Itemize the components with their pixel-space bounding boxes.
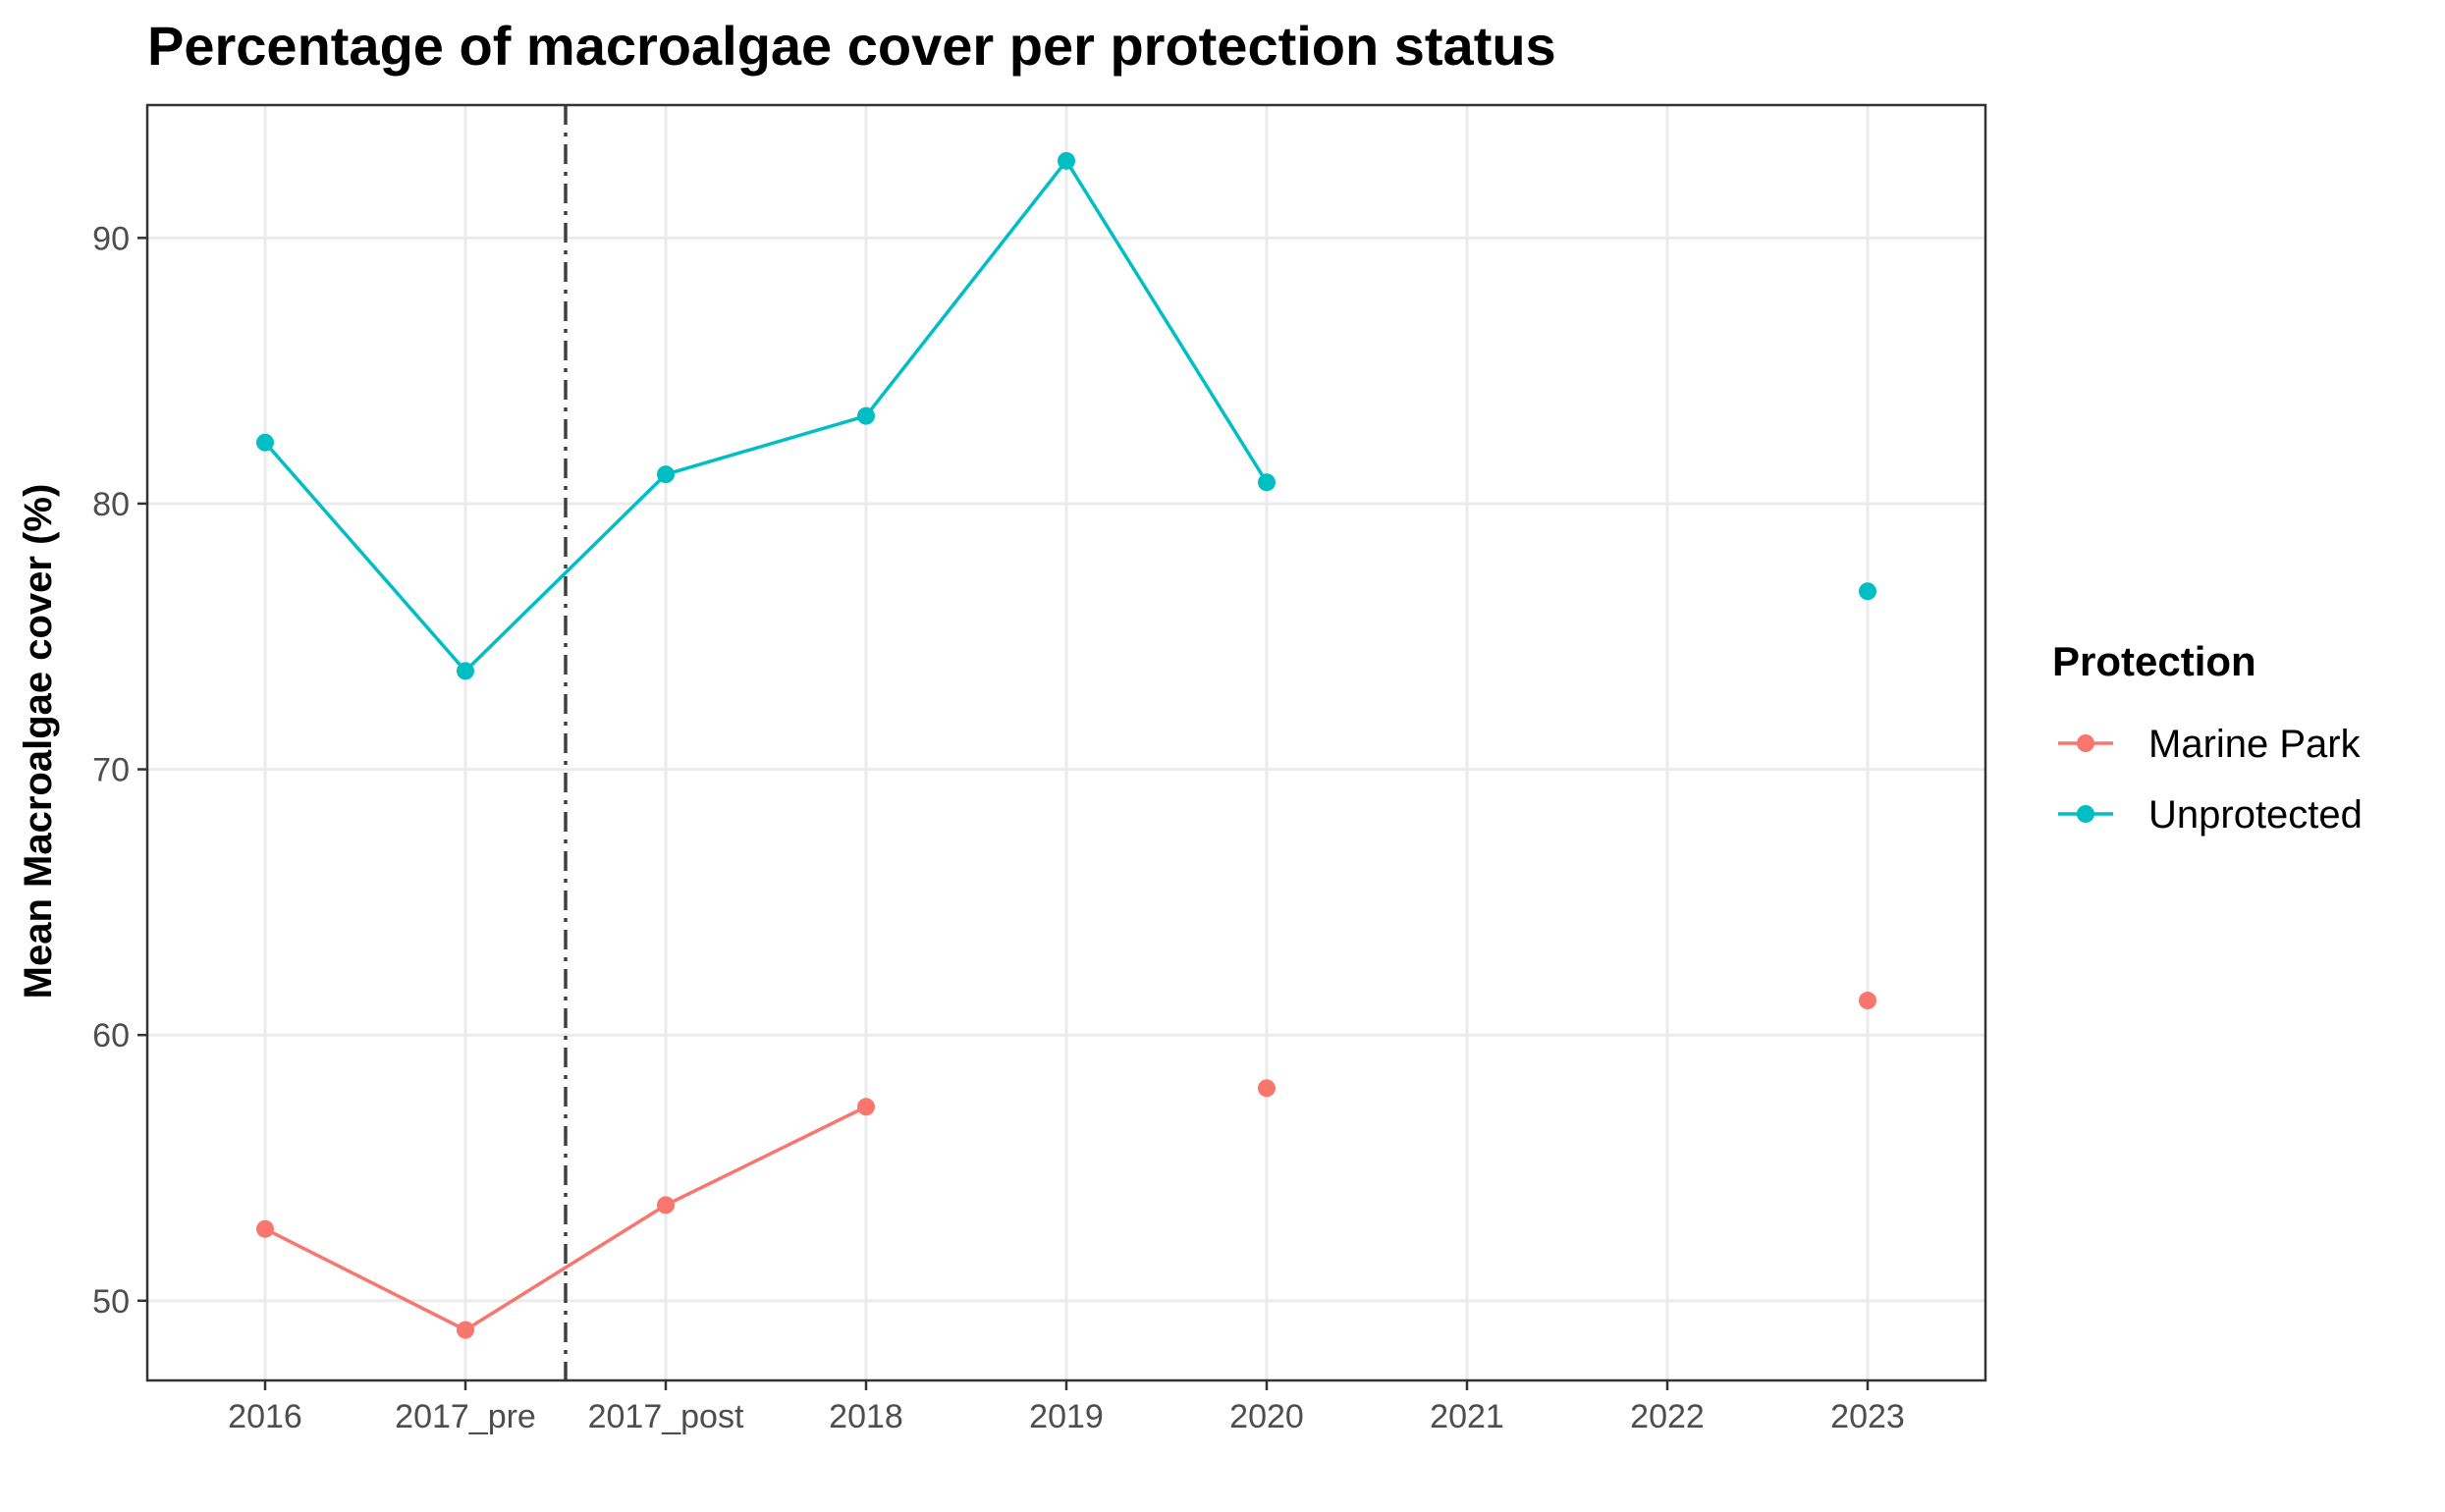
y-tick-label: 80	[92, 486, 130, 523]
x-tick-label: 2023	[1830, 1398, 1905, 1435]
data-point	[1258, 473, 1276, 492]
x-tick-label: 2020	[1229, 1398, 1304, 1435]
x-tick-label: 2019	[1029, 1398, 1104, 1435]
y-axis-label: Mean Macroalgae cover (%)	[17, 484, 60, 999]
y-tick-label: 60	[92, 1017, 130, 1054]
y-tick-label: 90	[92, 220, 130, 257]
legend: Protection Marine Park Unprotected	[2052, 638, 2363, 837]
legend-key-point	[2077, 805, 2094, 823]
data-point	[457, 662, 474, 680]
legend-key-point	[2077, 734, 2094, 752]
legend-label: Marine Park	[2148, 723, 2362, 766]
data-point	[1058, 151, 1075, 170]
series-line	[263, 157, 1269, 674]
data-point	[457, 1321, 474, 1339]
y-tick-label: 50	[92, 1283, 130, 1321]
legend-title: Protection	[2052, 638, 2256, 684]
data-point	[1859, 582, 1876, 601]
x-tick-label: 2022	[1630, 1398, 1705, 1435]
y-tick-label: 70	[92, 752, 130, 789]
data-point	[657, 1196, 675, 1215]
data-point	[857, 406, 875, 425]
x-tick-label: 2021	[1430, 1398, 1504, 1435]
legend-label: Unprotected	[2148, 793, 2363, 837]
x-tick-label: 2017_post	[588, 1398, 744, 1435]
data-point	[256, 433, 274, 452]
x-tick-label: 2016	[228, 1398, 302, 1435]
series-line	[264, 1105, 867, 1332]
data-point	[657, 465, 675, 484]
data-point	[857, 1098, 875, 1116]
data-point	[1859, 992, 1876, 1010]
data-point	[256, 1219, 274, 1238]
chart-title: Percentage of macroalgae cover per prote…	[147, 15, 1556, 77]
x-tick-label: 2017_pre	[395, 1398, 536, 1435]
x-tick-label: 2018	[829, 1398, 903, 1435]
plot-area: 50 60 70 80 90 2016 2017_pre 2017_post 2018 2019 2…	[92, 103, 1987, 1435]
data-point	[1258, 1079, 1276, 1098]
